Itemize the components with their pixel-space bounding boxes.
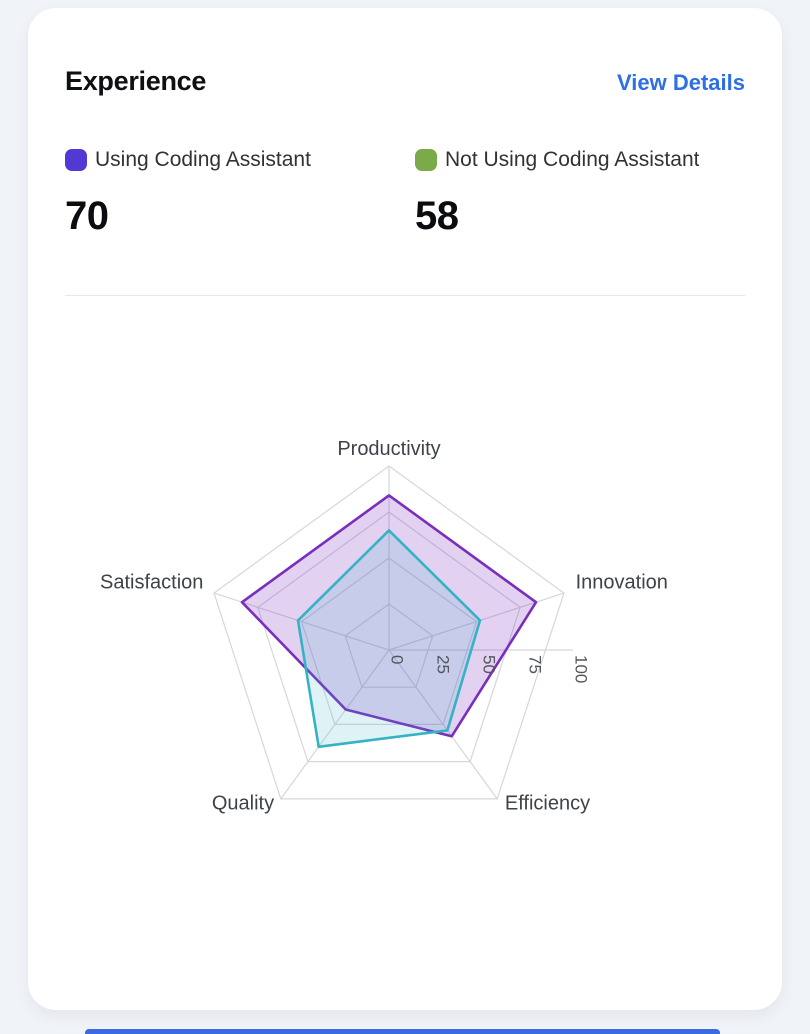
radial-tick-75: 75 (526, 655, 545, 674)
radar-grid (213, 465, 573, 800)
metric-value: 70 (65, 194, 109, 238)
view-details-link[interactable]: View Details (617, 70, 745, 95)
radar-axis-labels: Productivity Innovation Efficiency Quality S… (100, 438, 668, 814)
metric-value: 58 (415, 194, 459, 238)
radial-tick-0: 0 (388, 655, 407, 664)
card-header: Experience View Details (65, 66, 745, 97)
axis-label-innovation: Innovation (576, 572, 668, 594)
radial-tick-25: 25 (434, 655, 453, 674)
legend-swatch-green (415, 149, 437, 171)
grid-spoke (280, 649, 390, 800)
experience-card: Experience View Details Using Coding Ass… (28, 8, 782, 1010)
radar-series-not-using-coding-assistant[interactable] (296, 529, 482, 749)
axis-label-satisfaction: Satisfaction (100, 572, 203, 594)
metric-using-coding-assistant: Using Coding Assistant 70 (65, 148, 415, 239)
radar-series-group (240, 494, 538, 749)
radar-svg: 0 25 50 75 100 Productivity Innovation Efficien… (100, 438, 668, 814)
radial-tick-50: 50 (480, 655, 499, 674)
legend-swatch-purple (65, 149, 87, 171)
legend-label: Using Coding Assistant (95, 148, 311, 171)
axis-label-productivity: Productivity (337, 438, 440, 460)
divider (65, 295, 745, 296)
axis-label-efficiency: Efficiency (505, 792, 590, 814)
legend-label: Not Using Coding Assistant (445, 148, 700, 171)
legend-metrics: Using Coding Assistant 70 Not Using Codi… (65, 148, 745, 239)
metric-not-using-coding-assistant: Not Using Coding Assistant 58 (415, 148, 745, 239)
radar-chart[interactable]: 0 25 50 75 100 Productivity Innovation Efficien… (28, 300, 782, 860)
grid-ring-25 (344, 603, 434, 688)
axis-label-quality: Quality (212, 792, 274, 814)
radial-tick-100: 100 (572, 655, 591, 683)
grid-ring-100 (213, 465, 565, 800)
grid-ring-75 (257, 511, 521, 763)
grid-spoke (388, 649, 498, 800)
grid-ring-50 (300, 557, 478, 725)
card-title: Experience (65, 66, 207, 96)
bottom-element-peek[interactable] (85, 1029, 720, 1034)
radar-ticks: 0 25 50 75 100 (388, 655, 591, 683)
